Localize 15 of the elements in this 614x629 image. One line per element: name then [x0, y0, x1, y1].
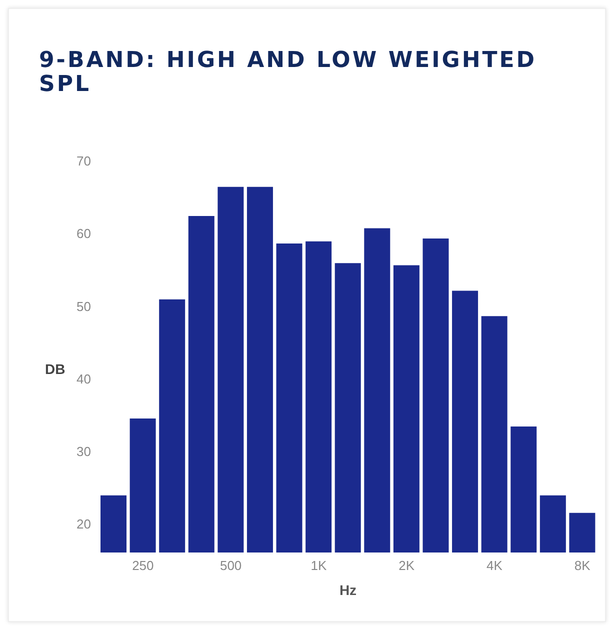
y-axis-title: DB — [45, 361, 66, 377]
chart-title: 9-BAND: HIGH AND LOW WEIGHTED SPL — [39, 48, 538, 97]
x-tick-label: 4K — [486, 558, 503, 574]
x-tick-label: 8K — [574, 558, 591, 574]
x-tick-label: 500 — [220, 558, 242, 574]
y-tick-label: 30 — [76, 444, 91, 459]
y-tick-label: 60 — [76, 226, 91, 242]
y-tick-label: 40 — [76, 371, 91, 386]
y-tick-label: 70 — [76, 154, 91, 169]
y-tick-label: 20 — [76, 516, 91, 532]
x-axis-title: Hz — [339, 582, 357, 598]
x-tick-label: 1K — [310, 558, 327, 574]
y-tick-label: 50 — [76, 298, 91, 314]
x-tick-label: 2K — [398, 558, 415, 574]
x-tick-label: 250 — [132, 558, 154, 574]
